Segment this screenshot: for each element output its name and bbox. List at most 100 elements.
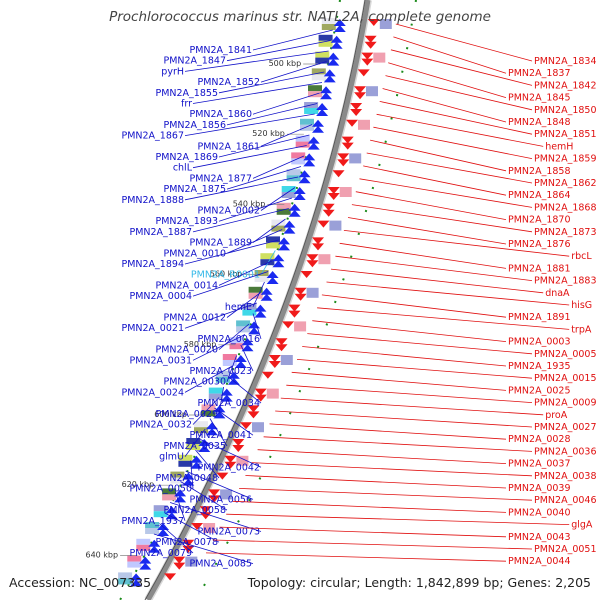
left-gene-label[interactable]: PMN2A_0023 [189, 366, 252, 377]
left-gene-label[interactable]: PMN2A_R0001 [191, 270, 260, 281]
right-gene-label[interactable]: PMN2A_1883 [534, 276, 597, 287]
right-gene-label[interactable]: PMN2A_0039 [508, 483, 571, 494]
left-gene-label[interactable]: PMN2A_0021 [121, 323, 184, 334]
left-gene-label[interactable]: PMN2A_1861 [197, 141, 260, 152]
right-gene-label[interactable]: PMN2A_1864 [508, 190, 571, 201]
left-gene-label[interactable]: PMN2A_1888 [121, 195, 184, 206]
right-gene-label[interactable]: PMN2A_0037 [508, 459, 571, 470]
left-gene-label[interactable]: PMN2A_1877 [189, 173, 252, 184]
left-gene-label[interactable]: PMN2A_1893 [155, 216, 218, 227]
left-gene-label[interactable]: PMN2A_0002 [197, 206, 260, 217]
feature-block [281, 186, 296, 192]
right-gene-label[interactable]: PMN2A_0003 [508, 337, 571, 348]
right-gene-label[interactable]: PMN2A_1876 [508, 239, 571, 250]
left-gene-label[interactable]: PMN2A_0050 [129, 484, 192, 495]
left-gene-label[interactable]: PMN2A_0048 [155, 473, 218, 484]
left-gene-label[interactable]: PMN2A_0078 [155, 537, 218, 548]
left-gene-label[interactable]: PMN2A_0010 [163, 248, 226, 259]
left-gene-label[interactable]: PMN2A_0012 [163, 313, 226, 324]
gene-leader-line [226, 229, 283, 254]
right-gene-label[interactable]: trpA [571, 324, 592, 335]
right-gene-label[interactable]: PMN2A_1850 [534, 105, 597, 116]
right-gene-label[interactable]: PMN2A_0025 [508, 385, 571, 396]
right-gene-label[interactable]: PMN2A_0046 [534, 495, 597, 506]
left-gene-label[interactable]: PMN2A_0032 [129, 420, 192, 431]
right-gene-label[interactable]: PMN2A_1868 [534, 202, 597, 213]
left-gene-label[interactable]: PMN2A_1860 [189, 109, 252, 120]
right-gene-label[interactable]: PMN2A_1873 [534, 227, 597, 238]
feature-block [170, 477, 185, 484]
right-gene-label[interactable]: PMN2A_1837 [508, 68, 571, 79]
left-gene-label[interactable]: PMN2A_0014 [155, 280, 218, 291]
left-gene-label[interactable]: PMN2A_1841 [189, 45, 252, 56]
right-gene-label[interactable]: hisG [571, 300, 592, 311]
right-gene-label[interactable]: PMN2A_1935 [508, 361, 571, 372]
left-gene-label[interactable]: PMN2A_0024 [121, 387, 184, 398]
left-gene-label[interactable]: PMN2A_1875 [163, 184, 226, 195]
right-gene-label[interactable]: PMN2A_1834 [534, 56, 597, 67]
right-gene-label[interactable]: PMN2A_0040 [508, 507, 571, 518]
right-gene-label[interactable]: PMN2A_0044 [508, 556, 571, 567]
right-gene-label[interactable]: hemH [545, 141, 573, 152]
left-gene-label[interactable]: PMN2A_0035 [163, 441, 226, 452]
right-gene-label[interactable]: PMN2A_1851 [534, 129, 597, 140]
reverse-strand-arrow [317, 220, 330, 228]
right-gene-label[interactable]: PMN2A_0051 [534, 544, 597, 555]
right-gene-label[interactable]: glgA [571, 520, 593, 531]
right-gene-label[interactable]: dnaA [545, 288, 570, 299]
feature-block [291, 152, 306, 159]
left-gene-label[interactable]: PMN2A_1855 [155, 88, 218, 99]
left-gene-label[interactable]: frr [181, 99, 192, 110]
gene-leader-line [252, 155, 305, 179]
left-gene-label[interactable]: PMN2A_0073 [197, 527, 260, 538]
right-gene-label[interactable]: PMN2A_1858 [508, 166, 571, 177]
left-gene-label[interactable]: PMN2A_0034 [197, 398, 260, 409]
right-gene-label[interactable]: proA [545, 410, 568, 421]
right-gene-label[interactable]: PMN2A_0009 [534, 398, 597, 409]
left-gene-label[interactable]: PMN2A_1894 [121, 259, 184, 270]
left-gene-label[interactable]: chlL [173, 163, 193, 174]
left-gene-label[interactable]: PMN2A_1852 [197, 77, 260, 88]
left-gene-label[interactable]: PMN2A_0016 [197, 334, 260, 345]
left-gene-label[interactable]: hemE [225, 302, 252, 313]
right-gene-label[interactable]: PMN2A_1848 [508, 117, 571, 128]
right-gene-label[interactable]: PMN2A_0036 [534, 446, 597, 457]
right-gene-label[interactable]: PMN2A_0043 [508, 532, 571, 543]
right-gene-label[interactable]: PMN2A_0027 [534, 422, 597, 433]
right-gene-label[interactable]: PMN2A_1842 [534, 80, 597, 91]
right-gene-label[interactable]: PMN2A_0028 [508, 434, 571, 445]
right-gene-label[interactable]: PMN2A_1845 [508, 93, 571, 104]
left-gene-label[interactable]: PMN2A_1889 [189, 238, 252, 249]
left-gene-label[interactable]: PMN2A_1937 [121, 516, 184, 527]
left-gene-label[interactable]: PMN2A_1867 [121, 131, 184, 142]
left-gene-label[interactable]: PMN2A_0004 [129, 291, 192, 302]
left-gene-label[interactable]: PMN2A_1869 [155, 152, 218, 163]
right-gene-label[interactable]: PMN2A_0005 [534, 349, 597, 360]
left-gene-label[interactable]: PMN2A_0085 [189, 559, 252, 570]
left-gene-label[interactable]: PMN2A_1847 [163, 56, 226, 67]
left-gene-label[interactable]: PMN2A_0020 [155, 345, 218, 356]
left-gene-label[interactable]: PMN2A_1856 [163, 120, 226, 131]
right-gene-label[interactable]: rbcL [571, 251, 592, 262]
right-gene-label[interactable]: PMN2A_0038 [534, 471, 597, 482]
gene-leader-line [239, 488, 533, 501]
gene-leader-line [388, 62, 507, 98]
right-gene-label[interactable]: PMN2A_1862 [534, 178, 597, 189]
right-gene-label[interactable]: PMN2A_1870 [508, 215, 571, 226]
left-gene-label[interactable]: PMN2A_0030 [163, 377, 226, 388]
right-gene-label[interactable]: PMN2A_0015 [534, 373, 597, 384]
left-gene-label[interactable]: PMN2A_0079 [129, 548, 192, 559]
ruler-label: 620 kbp [122, 480, 155, 489]
right-gene-label[interactable]: PMN2A_1881 [508, 263, 571, 274]
left-gene-label[interactable]: PMN2A_0031 [129, 355, 192, 366]
left-gene-label[interactable]: PMN2A_0056 [189, 494, 252, 505]
feature-block [329, 220, 342, 231]
left-gene-label[interactable]: PMN2A_1887 [129, 227, 192, 238]
left-gene-label[interactable]: PMN2A_0042 [197, 462, 260, 473]
left-gene-label[interactable]: pyrH [161, 66, 184, 77]
left-gene-label[interactable]: glmU [159, 452, 184, 463]
right-gene-label[interactable]: PMN2A_1859 [534, 154, 597, 165]
reverse-strand-arrow [182, 545, 195, 553]
left-gene-label[interactable]: PMN2A_0029 [155, 409, 218, 420]
right-gene-label[interactable]: PMN2A_1891 [508, 312, 571, 323]
